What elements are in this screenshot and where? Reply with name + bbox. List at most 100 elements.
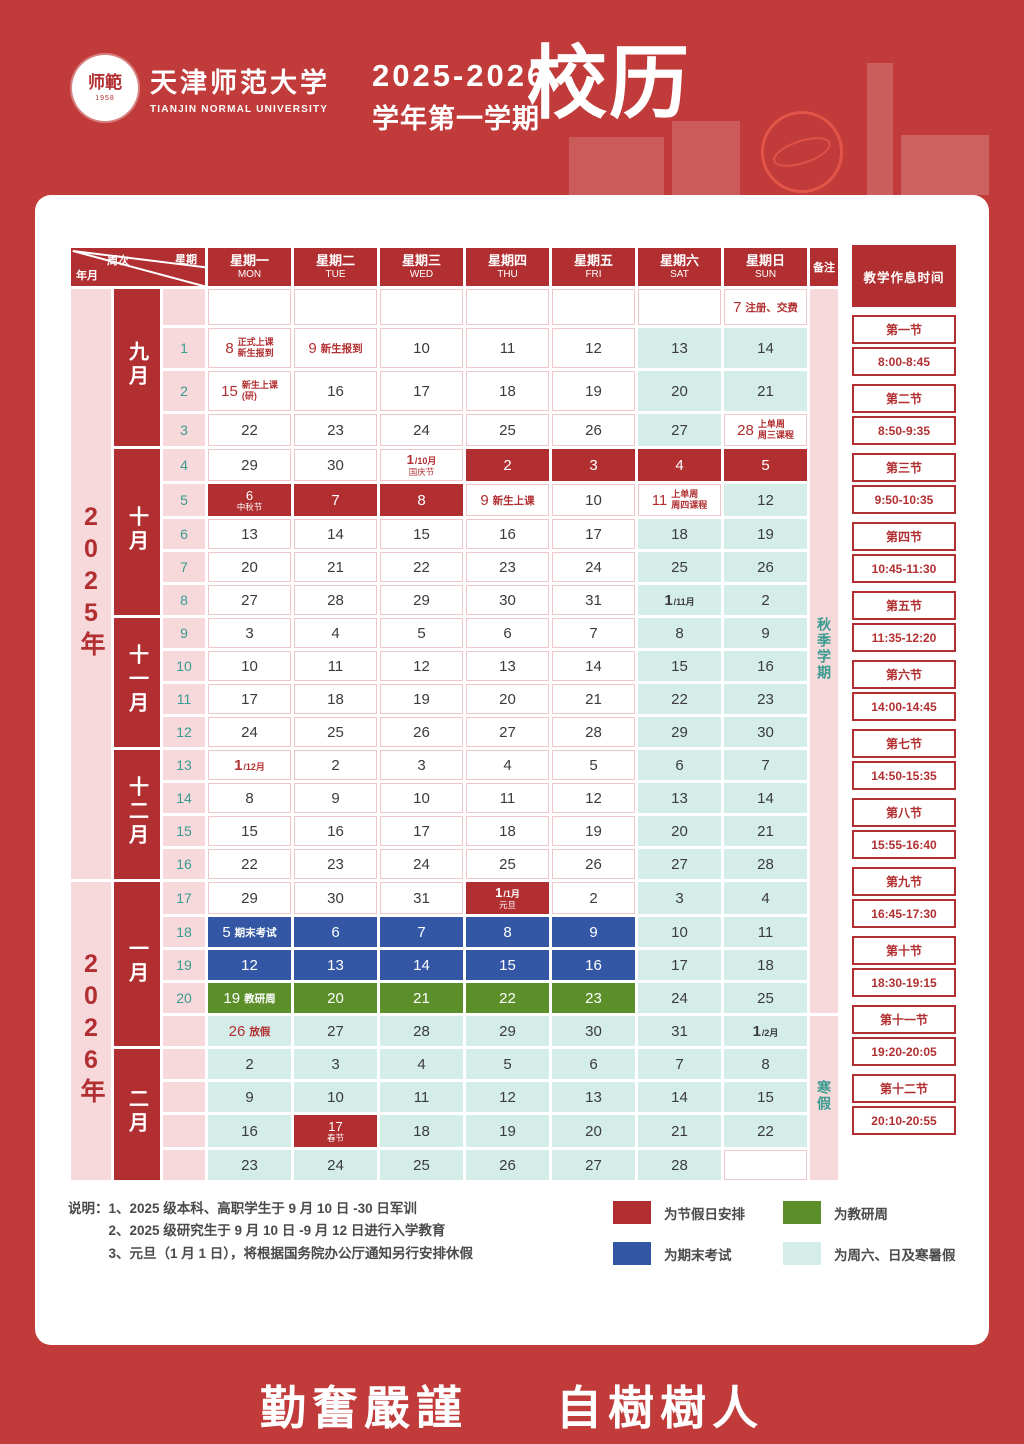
remark-cell: 寒假	[810, 1016, 838, 1180]
day-cell-content: 4	[467, 758, 548, 773]
day-number: 29	[241, 889, 258, 907]
day-number-line: 5	[222, 925, 230, 940]
calendar-table: 周次 星期 年月 星期一 MON 星期二 TUE 星期三 WED 星期四 THU 星期五 FRI 星期六 S…	[68, 245, 841, 1183]
period-time: 20:10-20:55	[852, 1106, 956, 1135]
day-cell: 19	[724, 519, 807, 549]
day-cell-content: 21	[638, 1124, 721, 1139]
day-cell: 14	[638, 1082, 721, 1112]
day-number-line: 9	[331, 791, 339, 806]
day-number: 21	[585, 690, 602, 708]
day-cell: 28	[638, 1150, 721, 1180]
day-cell: 15	[208, 816, 291, 846]
calendar-row: 6 13 14 15 16 17 18 19	[71, 519, 838, 549]
day-number: 18	[413, 1122, 430, 1140]
day-cell	[380, 289, 463, 325]
day-cell-content: 29	[209, 891, 290, 906]
day-cell-content: 21	[380, 991, 463, 1006]
day-cell-content: 30	[295, 891, 376, 906]
day-number-line: 3	[675, 891, 683, 906]
day-number-line: 3	[417, 758, 425, 773]
week-number-cell: 19	[163, 950, 205, 980]
day-cell-content: 24	[381, 857, 462, 872]
day-number-line: 22	[499, 991, 516, 1006]
day-cell: 20	[294, 983, 377, 1013]
day-cell: 17	[208, 684, 291, 714]
day-cell: 28	[294, 585, 377, 615]
legend-item: 为节假日安排	[613, 1201, 783, 1224]
day-cell-content: 20	[552, 1124, 635, 1139]
day-cell: 12	[724, 484, 807, 516]
motto-left: 勤奮嚴謹	[259, 1381, 468, 1435]
day-cell-content: 5	[724, 458, 807, 473]
day-cell-content: 11	[380, 1090, 463, 1105]
day-cell-content: 30	[295, 458, 376, 473]
day-header-cell: 星期一 MON	[208, 248, 291, 286]
day-number-line: 30	[585, 1024, 602, 1039]
calendar-row: 16 22 23 24 25 26 27 28	[71, 849, 838, 879]
calendar-row: 19 12 13 14 15 16 17 18	[71, 950, 838, 980]
day-number: 21	[757, 822, 774, 840]
day-number: 2	[761, 591, 770, 609]
day-cell-content: 29	[638, 725, 721, 740]
day-number: 8	[245, 789, 254, 807]
day-cell-content: 20	[294, 991, 377, 1006]
legend-item: 为教研周	[783, 1201, 956, 1224]
day-cell-content: 27	[467, 725, 548, 740]
day-number: 29	[413, 591, 430, 609]
day-number: 26	[228, 1022, 246, 1040]
page-title: 校历	[527, 39, 691, 128]
day-cell: 9	[552, 917, 635, 947]
day-number-line: 9	[308, 341, 316, 356]
day-number-line: 19	[757, 527, 774, 542]
holiday-name: 元旦	[498, 900, 516, 911]
day-cell: 2	[466, 449, 549, 481]
week-number-cell: 12	[163, 717, 205, 747]
day-number: 22	[241, 421, 258, 439]
day-cell-content: 12	[466, 1090, 549, 1105]
header-banner: 师範 1958 天津师范大学 TIANJIN NORMAL UNIVERSITY…	[0, 0, 1024, 195]
day-number-line: 28	[671, 1158, 688, 1173]
schedule-title: 教学作息时间	[852, 245, 956, 307]
day-number: 27	[585, 1156, 602, 1174]
day-number: 14	[413, 956, 430, 974]
day-cell: 10	[208, 651, 291, 681]
day-number-line: 26	[585, 857, 602, 872]
day-cell: 21	[380, 983, 463, 1013]
day-number-line: 17	[413, 824, 430, 839]
day-cell-content: 15	[466, 958, 549, 973]
legend-item: 为周六、日及寒暑假	[783, 1242, 956, 1265]
period-time: 15:55-16:40	[852, 830, 956, 859]
day-cell-content: 6	[294, 925, 377, 940]
legend-swatch	[783, 1201, 821, 1224]
day-number-line: 5	[503, 1057, 511, 1072]
day-cell: 7	[552, 618, 635, 648]
day-cell-content: 10	[294, 1090, 377, 1105]
calendar-row: 2026年 一月 17 29 30 31 1/1月 元旦 2 3 4	[71, 882, 838, 1180]
day-number-line: 19	[413, 692, 430, 707]
day-number: 15	[757, 1088, 774, 1106]
day-number: 18	[499, 382, 516, 400]
week-number-cell	[163, 289, 205, 325]
day-cell: 14	[294, 519, 377, 549]
day-cell: 25	[380, 1150, 463, 1180]
day-cell-content: 1/12月	[209, 758, 290, 773]
day-cell-content: 19 教研周	[208, 991, 291, 1006]
day-cell: 5	[380, 618, 463, 648]
week-number-cell: 15	[163, 816, 205, 846]
week-number-cell: 16	[163, 849, 205, 879]
calendar-row: 14 8 9 10 11 12 13 14	[71, 783, 838, 813]
day-cell-content: 7	[294, 493, 377, 508]
week-number-cell: 2	[163, 371, 205, 411]
footer: 勤奮嚴謹 自樹樹人	[0, 1372, 1024, 1438]
day-cell: 1/2月	[724, 1016, 807, 1046]
university-names: 天津师范大学 TIANJIN NORMAL UNIVERSITY	[150, 61, 330, 115]
legend-label: 为节假日安排	[664, 1206, 745, 1222]
cell-note-line: 新生报到	[237, 348, 274, 358]
day-number: 20	[671, 822, 688, 840]
day-cell: 9	[724, 618, 807, 648]
day-header-cell: 星期三 WED	[380, 248, 463, 286]
day-header-en: THU	[497, 268, 518, 280]
day-number-line: 24	[671, 991, 688, 1006]
day-cell: 22	[638, 684, 721, 714]
day-number-line: 29	[241, 458, 258, 473]
